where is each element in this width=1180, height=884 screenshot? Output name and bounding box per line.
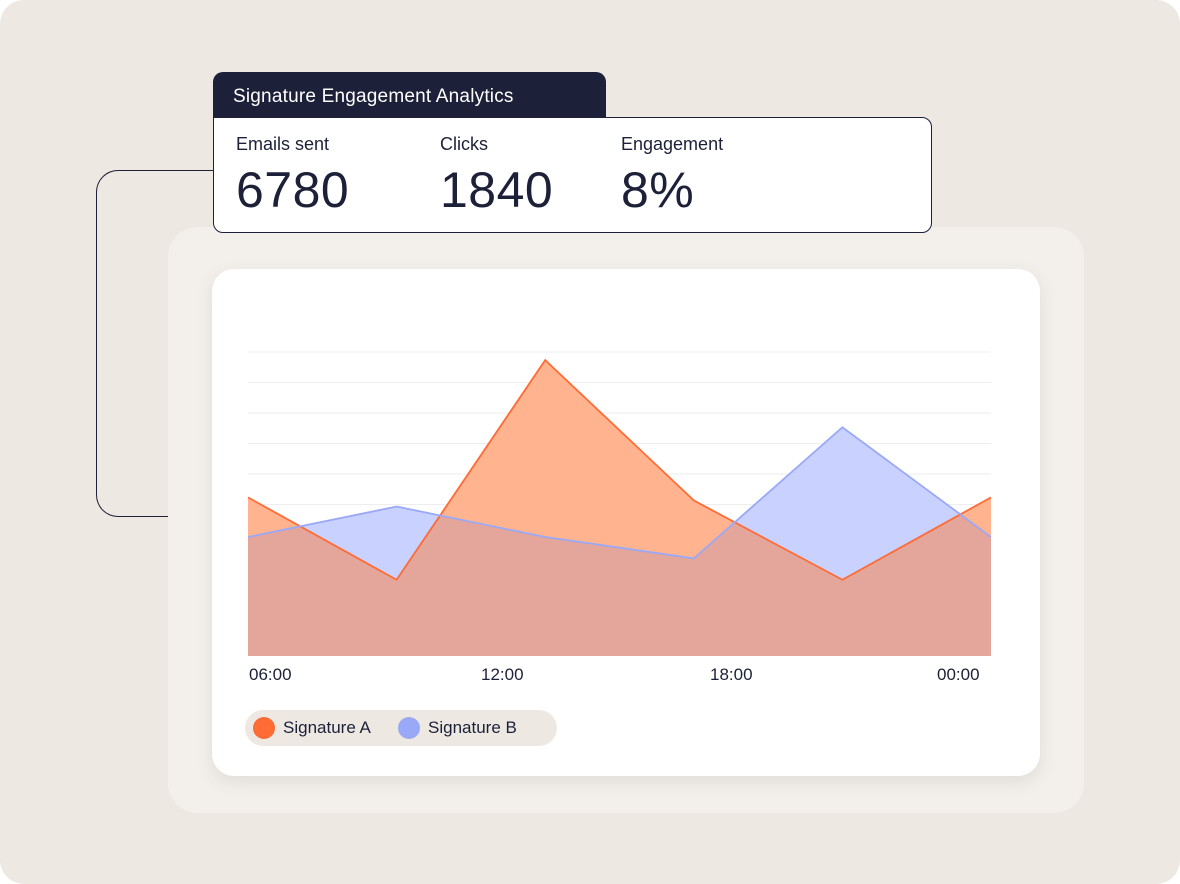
series-line-signature-a [247,358,992,581]
legend-item-signature-b[interactable]: Signature B [398,710,548,746]
stat-label: Engagement [621,134,724,154]
series-line-signature-b [247,426,992,560]
legend-label-signature-b: Signature B [428,718,517,737]
chart-legend: Signature A Signature B [245,710,557,746]
stat-emails-sent: Emails sent 6780 [236,134,349,219]
stat-clicks: Clicks 1840 [440,134,553,219]
stat-label: Clicks [440,134,488,154]
legend-label-signature-a: Signature A [283,718,371,737]
stat-value: 8% [621,162,695,218]
stat-label: Emails sent [236,134,330,154]
stat-value: 6780 [236,162,350,218]
connector-line [96,170,236,517]
legend-item-signature-a[interactable]: Signature A [253,710,393,746]
stat-value: 1840 [440,162,554,218]
stats-card: Emails sent 6780 Clicks 1840 Engagement … [213,117,932,233]
x-tick-label: 18:00 [710,665,753,684]
stat-engagement: Engagement 8% [621,134,723,219]
legend-swatch-signature-b [398,717,420,739]
area-chart: 06:00 12:00 18:00 00:00 [247,351,992,684]
analytics-title-tab: Signature Engagement Analytics [213,72,606,122]
chart-card: 06:00 12:00 18:00 00:00 [212,269,1040,776]
x-tick-label: 06:00 [249,665,292,684]
x-tick-label: 00:00 [937,665,980,684]
x-tick-label: 12:00 [481,665,524,684]
legend-swatch-signature-a [253,717,275,739]
page-title: Signature Engagement Analytics [233,86,514,107]
